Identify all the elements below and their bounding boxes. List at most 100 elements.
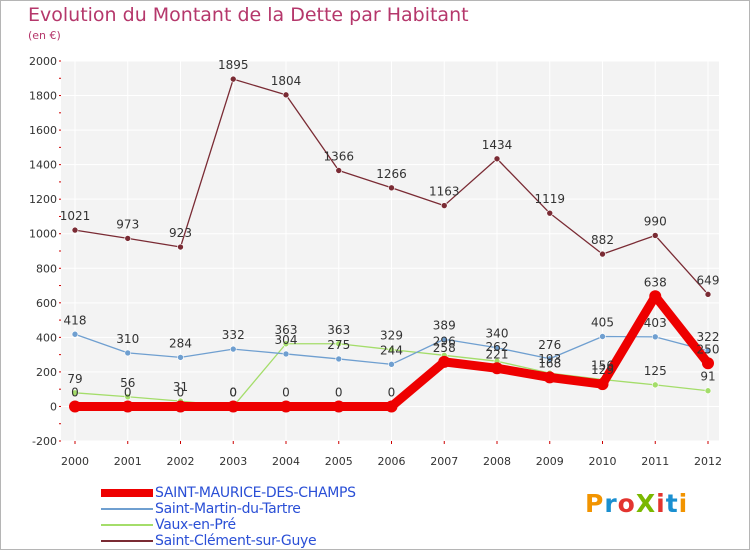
legend-swatch	[101, 524, 153, 526]
data-label: 304	[275, 333, 298, 347]
y-tick-label: 200	[36, 366, 57, 379]
data-point	[335, 340, 343, 348]
legend-label: SAINT-MAURICE-DES-CHAMPS	[155, 485, 356, 501]
data-point	[121, 400, 134, 413]
data-label: 0	[71, 385, 79, 399]
data-label: 649	[697, 273, 720, 287]
legend-swatch	[101, 508, 153, 510]
data-label: 389	[433, 318, 456, 332]
data-point	[385, 400, 398, 413]
data-point	[702, 357, 714, 370]
logo-letter: X	[635, 489, 657, 518]
data-label: 1266	[376, 167, 407, 181]
data-point	[280, 400, 292, 413]
data-label: 1366	[323, 150, 354, 164]
y-tick-label: 400	[36, 331, 57, 344]
data-label: 193	[538, 352, 561, 366]
data-label: 1021	[60, 209, 91, 223]
data-label: 405	[591, 316, 614, 330]
data-label: 296	[433, 334, 456, 348]
data-label: 329	[380, 329, 403, 343]
data-label: 418	[64, 313, 87, 327]
data-point	[493, 344, 501, 352]
data-point	[649, 290, 662, 303]
data-point	[335, 167, 343, 174]
data-label: 258	[433, 341, 456, 355]
data-point	[704, 347, 712, 355]
legend-swatch	[101, 540, 153, 542]
data-label: 276	[538, 338, 561, 352]
data-point	[229, 345, 237, 353]
data-label: 125	[644, 364, 667, 378]
x-tick-label: 2003	[219, 455, 247, 468]
data-label: 310	[116, 332, 139, 346]
legend-swatch	[101, 489, 153, 497]
logo-letter: t	[665, 489, 679, 518]
y-tick-label: 1600	[29, 124, 57, 137]
y-tick-label: 1400	[29, 159, 57, 172]
data-label: 79	[67, 372, 82, 386]
data-point	[599, 250, 606, 258]
data-label: 1163	[429, 185, 460, 199]
data-label: 1434	[482, 138, 513, 152]
data-point	[282, 340, 290, 348]
data-point	[177, 354, 184, 361]
data-label: 221	[486, 347, 509, 361]
data-point	[388, 184, 395, 192]
data-label: 882	[591, 233, 614, 247]
y-tick-label: 0	[50, 400, 57, 413]
data-point	[227, 400, 240, 413]
data-point	[174, 400, 187, 413]
data-point	[599, 333, 606, 340]
y-tick-label: 800	[36, 262, 57, 275]
data-label: 363	[327, 323, 350, 337]
data-point	[282, 350, 290, 358]
data-label: 0	[124, 385, 132, 399]
data-label: 0	[229, 385, 237, 399]
x-tick-label: 2005	[325, 455, 353, 468]
data-label: 91	[700, 370, 715, 384]
data-point	[69, 400, 81, 413]
data-label: 363	[275, 323, 298, 337]
data-label: 0	[177, 385, 185, 399]
data-point	[332, 400, 345, 413]
data-point	[704, 387, 712, 395]
y-tick-label: 1200	[29, 193, 57, 206]
data-label: 990	[644, 214, 667, 228]
x-tick-label: 2001	[114, 455, 142, 468]
data-point	[124, 349, 132, 357]
data-point	[229, 75, 237, 83]
data-label: 0	[335, 385, 343, 399]
x-tick-label: 2000	[61, 455, 89, 468]
data-label: 403	[644, 316, 667, 330]
x-tick-label: 2007	[430, 455, 458, 468]
data-label: 923	[169, 226, 192, 240]
x-tick-label: 2002	[167, 455, 195, 468]
x-tick-label: 2012	[694, 455, 722, 468]
data-point	[71, 226, 79, 234]
data-label: 284	[169, 336, 192, 350]
data-label: 0	[388, 385, 396, 399]
data-point	[124, 235, 132, 242]
logo-letter: i	[656, 489, 666, 518]
data-label: 322	[697, 330, 720, 344]
data-point	[546, 355, 554, 363]
data-point	[438, 355, 451, 368]
data-point	[546, 209, 554, 217]
data-point	[177, 243, 184, 251]
logo-letter: i	[678, 489, 689, 518]
x-tick-label: 2004	[272, 455, 300, 468]
unit-label: (en €)	[28, 29, 61, 42]
data-point	[440, 335, 448, 343]
data-label: 1895	[218, 58, 249, 72]
data-label: 0	[282, 385, 290, 399]
data-point	[493, 155, 501, 163]
data-label: 156	[591, 359, 614, 373]
y-tick-label: 2000	[29, 55, 57, 68]
proxiti-logo: ProXiti	[585, 489, 688, 518]
data-point	[388, 346, 395, 353]
logo-letter: r	[604, 489, 618, 518]
x-tick-label: 2011	[641, 455, 669, 468]
data-label: 56	[120, 376, 135, 390]
